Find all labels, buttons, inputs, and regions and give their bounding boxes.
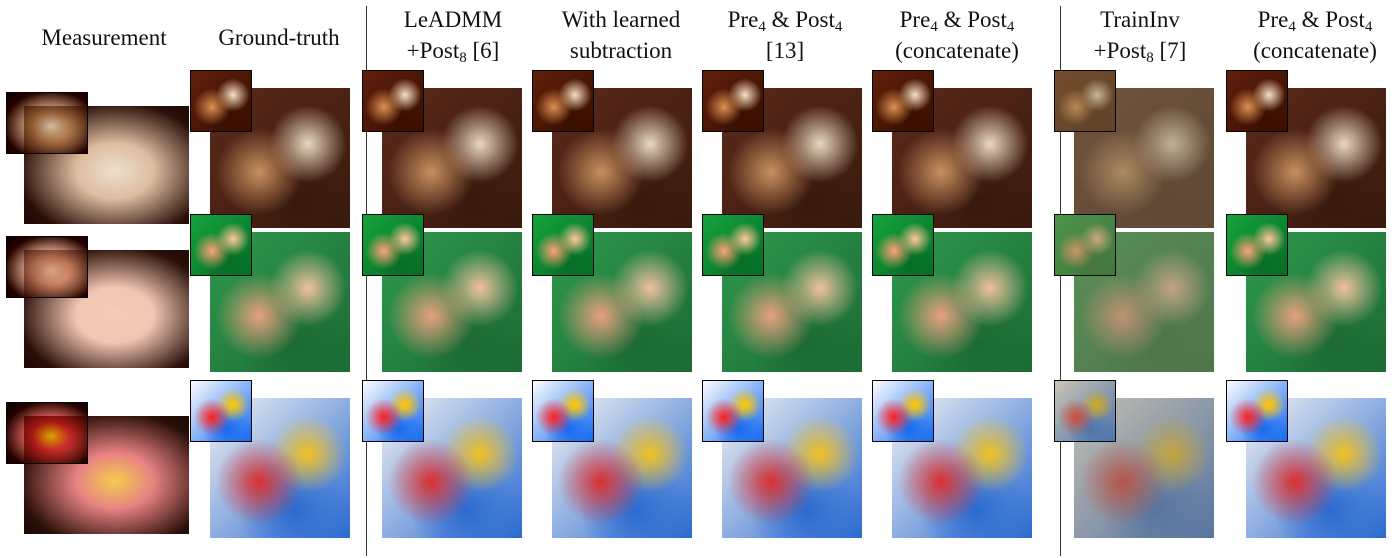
zoom-inset-cookies-traininv	[1054, 214, 1116, 276]
zoom-inset-pencils-pre_post_concat	[872, 380, 934, 442]
column-header-line: TrainInv	[1100, 7, 1180, 32]
zoom-inset-cake-traininv	[1054, 70, 1116, 132]
column-header-line: +Post8 [7]	[1093, 38, 1187, 66]
zoom-inset-cookies-measurement	[6, 236, 88, 298]
zoom-inset-cookies-pre_post_concat	[872, 214, 934, 276]
column-header-traininv: TrainInv +Post8 [7]	[1050, 4, 1230, 66]
zoom-inset-cake-pre_post_concat	[872, 70, 934, 132]
zoom-inset-cake-measurement	[6, 92, 88, 154]
column-header-line: Pre4 & Post4	[1257, 7, 1373, 35]
zoom-inset-pencils-pre_post_last	[1226, 380, 1288, 442]
column-header-line: subtraction	[569, 38, 673, 63]
column-header-line: Pre4 & Post4	[899, 7, 1015, 35]
zoom-inset-cake-ground_truth	[190, 70, 252, 132]
zoom-inset-cake-pre_post_last	[1226, 70, 1288, 132]
zoom-inset-cookies-learned_sub	[532, 214, 594, 276]
column-header-ground_truth: Ground-truth	[189, 22, 369, 53]
column-header-line: With learned	[561, 7, 681, 32]
column-header-learned_sub: With learned subtraction	[531, 4, 711, 66]
zoom-inset-cake-learned_sub	[532, 70, 594, 132]
column-header-leadmm: LeADMM +Post8 [6]	[363, 4, 543, 66]
zoom-inset-cookies-pre_post_13	[702, 214, 764, 276]
column-header-measurement: Measurement	[14, 22, 194, 53]
column-header-line: (concatenate)	[895, 38, 1019, 63]
zoom-inset-cookies-pre_post_last	[1226, 214, 1288, 276]
column-divider	[366, 6, 367, 556]
column-header-line: Ground-truth	[218, 25, 340, 50]
zoom-inset-cake-leadmm	[362, 70, 424, 132]
zoom-inset-cookies-ground_truth	[190, 214, 252, 276]
zoom-inset-pencils-ground_truth	[190, 380, 252, 442]
zoom-inset-pencils-measurement	[6, 402, 88, 464]
zoom-inset-pencils-traininv	[1054, 380, 1116, 442]
column-header-line: LeADMM	[403, 7, 503, 32]
column-header-line: +Post8 [6]	[406, 38, 500, 66]
zoom-inset-pencils-learned_sub	[532, 380, 594, 442]
column-header-line: Measurement	[41, 25, 167, 50]
zoom-inset-pencils-leadmm	[362, 380, 424, 442]
column-divider	[1060, 6, 1061, 556]
zoom-inset-cake-pre_post_13	[702, 70, 764, 132]
column-header-line: [13]	[765, 38, 805, 63]
column-header-line: Pre4 & Post4	[727, 7, 843, 35]
zoom-inset-pencils-pre_post_13	[702, 380, 764, 442]
column-header-line: (concatenate)	[1253, 38, 1377, 63]
column-header-pre_post_last: Pre4 & Post4 (concatenate)	[1225, 4, 1396, 66]
column-header-pre_post_concat: Pre4 & Post4 (concatenate)	[867, 4, 1047, 66]
zoom-inset-cookies-leadmm	[362, 214, 424, 276]
column-header-pre_post_13: Pre4 & Post4 [13]	[695, 4, 875, 66]
